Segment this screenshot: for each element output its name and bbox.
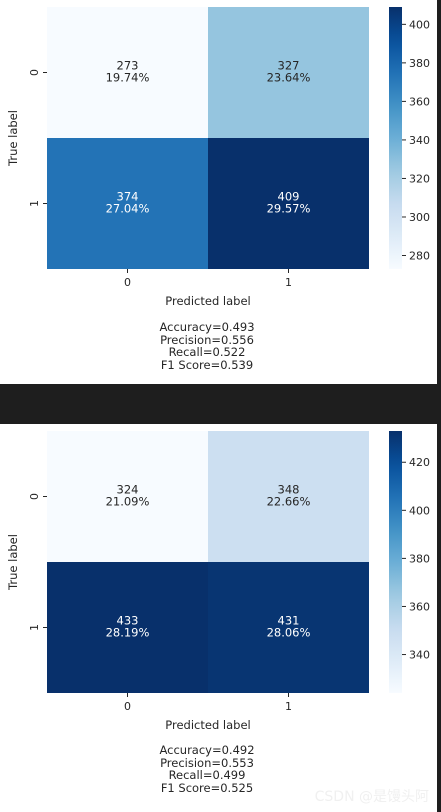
metrics-block-1: Accuracy=0.493 Precision=0.556 Recall=0.…	[100, 321, 314, 371]
metric-f1-1: F1 Score=0.539	[160, 357, 254, 372]
cell-count-0-1: 348	[278, 483, 300, 497]
cell-percent-1-0: 28.19%	[106, 626, 150, 640]
y-tick-label-1: 1	[28, 200, 41, 207]
colorbar	[389, 7, 402, 269]
cell-percent-0-0: 21.09%	[106, 495, 150, 509]
cell-percent-1-1: 28.06%	[267, 626, 311, 640]
cell-percent-0-1: 23.64%	[267, 71, 311, 85]
colorbar-tick-label-1: 360	[409, 600, 430, 613]
x-tick-label-0: 0	[124, 276, 131, 289]
y-axis-label: True label	[6, 534, 20, 591]
window-edge	[437, 0, 441, 812]
watermark-text: CSDN @是馒头阿	[314, 789, 429, 805]
colorbar-tick-label-5: 380	[409, 57, 430, 70]
heatmap-cell-1-1	[208, 138, 369, 269]
metric-precision-2: Precision=0.553	[160, 755, 254, 770]
heatmap-cell-0-1	[208, 7, 369, 138]
cell-count-0-1: 327	[278, 59, 300, 73]
heatmap-cell-0-0	[47, 431, 208, 562]
x-tick-label-0: 0	[124, 700, 131, 713]
heatmap-cell-0-1	[208, 431, 369, 562]
x-tick-label-1: 1	[285, 700, 292, 713]
y-tick-label-0: 0	[28, 493, 41, 500]
cell-count-1-0: 433	[117, 614, 139, 628]
colorbar-tick-label-6: 400	[409, 18, 430, 31]
confusion-matrix-panel-2: 324 21.09% 348 22.66% 433 28.19% 431 28.06% 0 1 0 1…	[0, 424, 437, 812]
cell-count-0-0: 324	[117, 483, 139, 497]
y-axis-label: True label	[6, 110, 20, 167]
x-axis-label: Predicted label	[165, 718, 250, 732]
heatmap-cell-1-1	[208, 562, 369, 693]
metrics-block-2: Accuracy=0.492 Precision=0.553 Recall=0.…	[100, 744, 314, 794]
colorbar-tick-label-0: 340	[409, 649, 430, 662]
cell-percent-0-1: 22.66%	[267, 495, 311, 509]
cell-count-0-0: 273	[117, 59, 139, 73]
colorbar-tick-label-0: 280	[409, 250, 430, 263]
y-tick-label-0: 0	[28, 69, 41, 76]
colorbar-tick-label-2: 320	[409, 172, 430, 185]
colorbar-tick-label-3: 400	[409, 504, 430, 517]
metric-accuracy-1: Accuracy=0.493	[159, 320, 255, 334]
metric-precision-1: Precision=0.556	[160, 332, 254, 347]
heatmap-cell-1-0	[47, 138, 208, 269]
cell-count-1-0: 374	[117, 190, 139, 204]
colorbar	[389, 431, 402, 693]
cell-percent-1-0: 27.04%	[106, 202, 150, 216]
colorbar-tick-label-4: 360	[409, 95, 430, 108]
heatmap-cell-1-0	[47, 562, 208, 693]
y-tick-label-1: 1	[28, 624, 41, 631]
x-tick-label-1: 1	[285, 276, 292, 289]
cell-percent-1-1: 29.57%	[267, 202, 311, 216]
cell-count-1-1: 431	[278, 614, 300, 628]
colorbar-tick-label-3: 340	[409, 134, 430, 147]
confusion-matrix-panel-1: 273 19.74% 327 23.64% 374 27.04% 409 29.57% 0 1 0 1…	[0, 0, 437, 384]
colorbar-tick-label-2: 380	[409, 552, 430, 565]
heatmap-cell-0-0	[47, 7, 208, 138]
metric-accuracy-2: Accuracy=0.492	[159, 743, 255, 757]
panel-separator	[0, 384, 441, 424]
metric-recall-2: Recall=0.499	[168, 768, 246, 782]
x-axis-label: Predicted label	[165, 294, 250, 308]
metric-f1-2: F1 Score=0.525	[160, 780, 254, 795]
colorbar-tick-label-4: 420	[409, 456, 430, 469]
cell-count-1-1: 409	[278, 190, 300, 204]
colorbar-tick-label-1: 300	[409, 211, 430, 224]
cell-percent-0-0: 19.74%	[106, 71, 150, 85]
metric-recall-1: Recall=0.522	[168, 345, 246, 359]
